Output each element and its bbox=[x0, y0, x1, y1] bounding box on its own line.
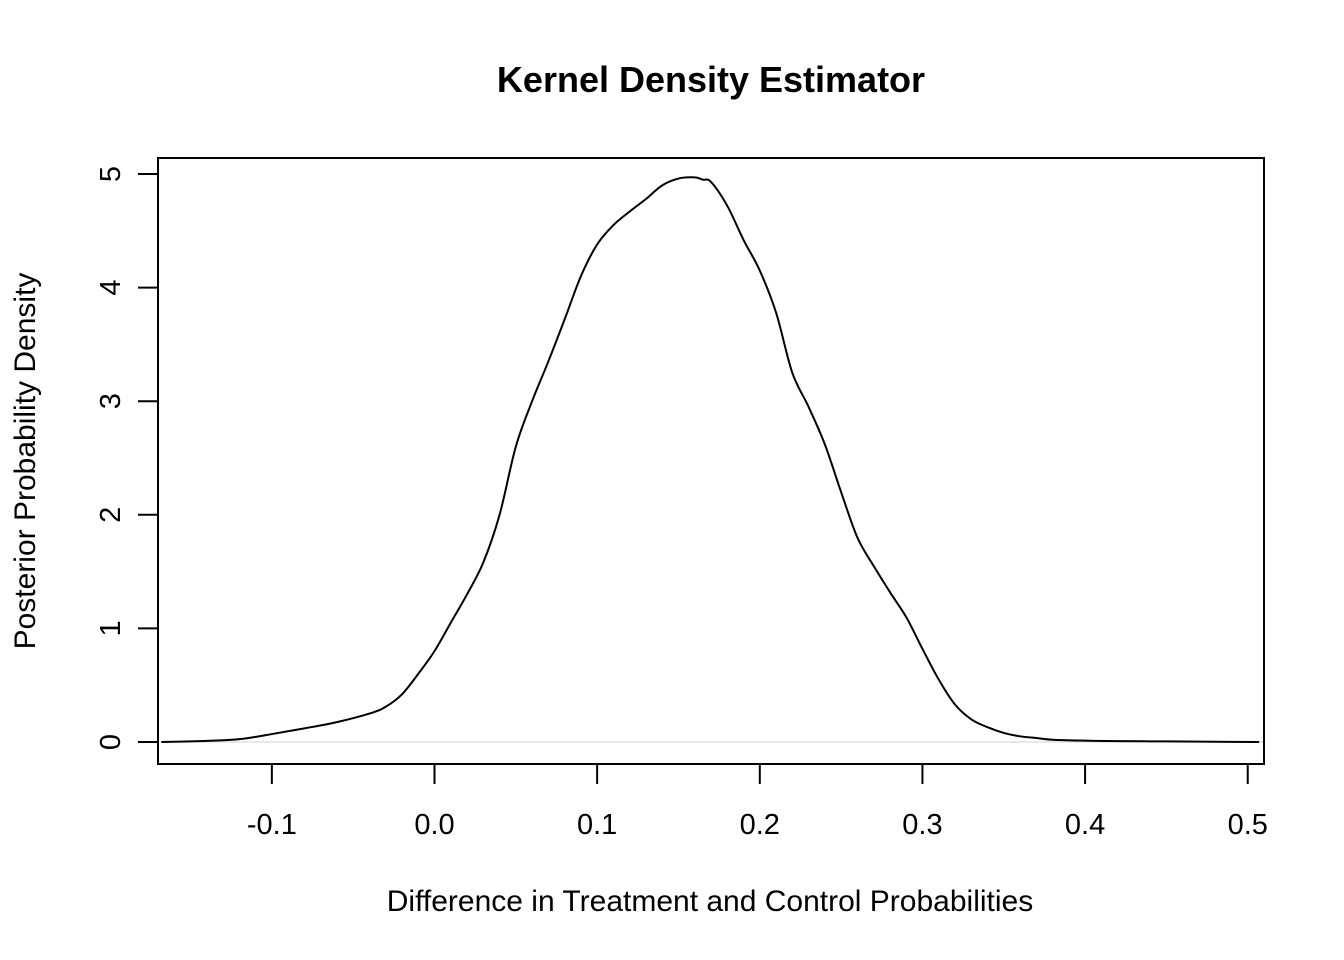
y-tick-label: 2 bbox=[95, 507, 127, 523]
plot-area bbox=[157, 157, 1265, 765]
y-axis: 0 1 2 3 4 5 bbox=[95, 166, 159, 750]
y-tick-label: 3 bbox=[95, 393, 127, 409]
y-tick-label: 4 bbox=[95, 280, 127, 296]
x-tick-label: 0.1 bbox=[577, 809, 617, 841]
x-tick-label: 0.5 bbox=[1228, 809, 1268, 841]
y-tick-label: 0 bbox=[95, 734, 127, 750]
x-axis: -0.1 0.0 0.1 0.2 0.3 0.4 0.5 bbox=[247, 763, 1268, 841]
density-curve bbox=[161, 176, 1260, 743]
x-tick-label: 0.2 bbox=[740, 809, 780, 841]
chart-title: Kernel Density Estimator bbox=[497, 59, 925, 100]
x-tick-label: 0.4 bbox=[1065, 809, 1105, 841]
y-tick-label: 5 bbox=[95, 166, 127, 182]
x-tick-label: -0.1 bbox=[247, 809, 297, 841]
x-axis-label: Difference in Treatment and Control Prob… bbox=[387, 885, 1033, 918]
y-tick-label: 1 bbox=[95, 620, 127, 636]
y-axis-label: Posterior Probability Density bbox=[9, 273, 42, 650]
x-tick-label: 0.3 bbox=[902, 809, 942, 841]
x-tick-label: 0.0 bbox=[414, 809, 454, 841]
plot-frame bbox=[157, 157, 1265, 765]
